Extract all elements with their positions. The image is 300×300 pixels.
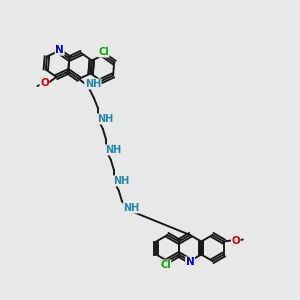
Text: O: O xyxy=(40,78,49,88)
Text: N: N xyxy=(55,45,64,55)
Text: NH: NH xyxy=(97,114,113,124)
Text: N: N xyxy=(186,257,194,267)
Text: NH: NH xyxy=(105,145,121,155)
Text: NH: NH xyxy=(123,203,139,213)
Text: Cl: Cl xyxy=(160,260,171,270)
Text: NH: NH xyxy=(85,79,101,89)
Text: NH: NH xyxy=(113,176,129,186)
Text: O: O xyxy=(231,236,240,245)
Text: Cl: Cl xyxy=(98,47,109,57)
